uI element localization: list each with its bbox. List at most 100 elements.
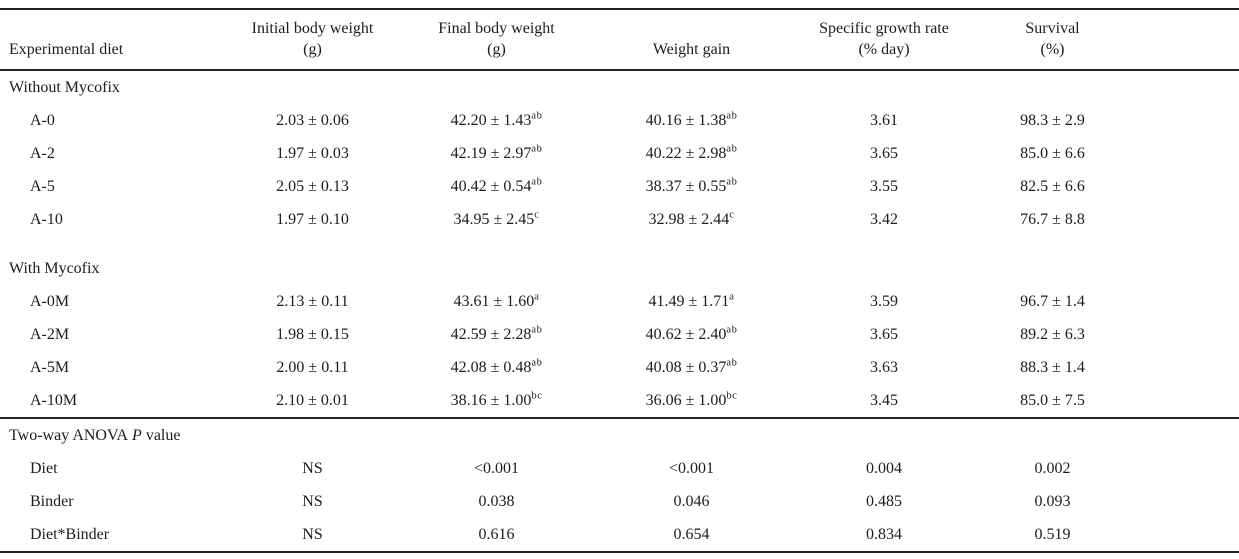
italic-p: P [132,426,142,444]
cell-diet: A-0 [30,111,55,129]
cell-p-initial: NS [302,492,323,510]
significance-superscript: ab [726,324,738,336]
table-body: Without Mycofix A-0 2.03 ± 0.06 42.20 ± … [0,70,1239,552]
cell-final-body-weight: 42.59 ± 2.28ab [450,324,543,343]
cell-anova-factor: Binder [30,492,74,510]
cell-survival: 98.3 ± 2.9 [1020,111,1085,129]
cell-weight-gain: 40.62 ± 2.40ab [645,324,738,343]
cell-p-final: 0.038 [478,492,515,510]
table-row: A-0 2.03 ± 0.06 42.20 ± 1.43ab 40.16 ± 1… [0,104,1239,137]
cell-final-body-weight: 42.19 ± 2.97ab [450,143,543,162]
cell-initial-body-weight: 2.10 ± 0.01 [276,391,349,409]
cell-p-gain: 0.654 [673,525,710,543]
cell-diet: A-2 [30,144,55,162]
section-title: With Mycofix [9,259,100,277]
cell-weight-gain: 40.08 ± 0.37ab [645,357,738,376]
significance-superscript: c [729,209,735,221]
cell-specific-growth-rate: 3.65 [870,325,898,343]
cell-initial-body-weight: 2.03 ± 0.06 [276,111,349,129]
significance-superscript: ab [726,176,738,188]
table-row: Diet NS <0.001 <0.001 0.004 0.002 [0,452,1239,485]
cell-final-body-weight: 40.42 ± 0.54ab [450,176,543,195]
cell-p-survival: 0.093 [1034,492,1071,510]
cell-final-body-weight: 38.16 ± 1.00bc [450,390,543,409]
significance-superscript: ab [531,176,543,188]
significance-superscript: ab [726,357,738,369]
significance-superscript: ab [531,110,543,122]
cell-specific-growth-rate: 3.45 [870,391,898,409]
section-title: Without Mycofix [9,78,120,96]
cell-initial-body-weight: 2.05 ± 0.13 [276,177,349,195]
table-row: A-5 2.05 ± 0.13 40.42 ± 0.54ab 38.37 ± 0… [0,170,1239,203]
significance-superscript: bc [726,390,738,402]
cell-final-body-weight: 34.95 ± 2.45c [453,209,540,228]
table-row: Binder NS 0.038 0.046 0.485 0.093 [0,485,1239,518]
col-header-survival: Survival (%) [978,9,1239,71]
cell-weight-gain: 41.49 ± 1.71a [648,291,735,310]
section-row-with-mycofix: With Mycofix [0,236,1239,285]
cell-p-initial: NS [302,459,323,477]
cell-diet: A-0M [30,292,70,310]
table-header: Experimental diet Initial body weight (g)… [0,9,1239,71]
cell-p-initial: NS [302,525,323,543]
cell-p-survival: 0.519 [1034,525,1071,543]
cell-specific-growth-rate: 3.42 [870,210,898,228]
col-header-weight-gain: Weight gain [593,9,790,71]
cell-survival: 96.7 ± 1.4 [1020,292,1085,310]
cell-weight-gain: 38.37 ± 0.55ab [645,176,738,195]
col-header-experimental-diet: Experimental diet [0,9,225,71]
table-row: A-10M 2.10 ± 0.01 38.16 ± 1.00bc 36.06 ±… [0,384,1239,418]
cell-initial-body-weight: 1.98 ± 0.15 [276,325,349,343]
cell-p-gain: 0.046 [673,492,710,510]
cell-diet: A-2M [30,325,70,343]
cell-survival: 76.7 ± 8.8 [1020,210,1085,228]
col-header-specific-growth-rate: Specific growth rate (% day) [790,9,978,71]
cell-weight-gain: 32.98 ± 2.44c [648,209,735,228]
cell-weight-gain: 36.06 ± 1.00bc [645,390,738,409]
significance-superscript: ab [531,143,543,155]
table-row: A-2M 1.98 ± 0.15 42.59 ± 2.28ab 40.62 ± … [0,318,1239,351]
cell-initial-body-weight: 1.97 ± 0.10 [276,210,349,228]
cell-survival: 85.0 ± 6.6 [1020,144,1085,162]
cell-weight-gain: 40.16 ± 1.38ab [645,110,738,129]
table-row: A-10 1.97 ± 0.10 34.95 ± 2.45c 32.98 ± 2… [0,203,1239,236]
cell-p-final: 0.616 [478,525,515,543]
cell-final-body-weight: 42.20 ± 1.43ab [450,110,543,129]
significance-superscript: ab [726,110,738,122]
header-row: Experimental diet Initial body weight (g)… [0,9,1239,71]
cell-specific-growth-rate: 3.63 [870,358,898,376]
cell-survival: 82.5 ± 6.6 [1020,177,1085,195]
significance-superscript: ab [531,324,543,336]
cell-anova-factor: Diet*Binder [30,525,110,543]
cell-anova-factor: Diet [30,459,58,477]
cell-diet: A-10 [30,210,63,228]
cell-diet: A-10M [30,391,78,409]
table-row: A-0M 2.13 ± 0.11 43.61 ± 1.60a 41.49 ± 1… [0,285,1239,318]
table-row: A-5M 2.00 ± 0.11 42.08 ± 0.48ab 40.08 ± … [0,351,1239,384]
cell-p-survival: 0.002 [1034,459,1071,477]
results-table: Experimental diet Initial body weight (g)… [0,8,1239,553]
cell-survival: 88.3 ± 1.4 [1020,358,1085,376]
col-header-final-body-weight: Final body weight (g) [400,9,593,71]
significance-superscript: bc [531,390,543,402]
cell-specific-growth-rate: 3.61 [870,111,898,129]
significance-superscript: a [534,291,540,303]
cell-p-sgr: 0.485 [866,492,902,510]
cell-specific-growth-rate: 3.55 [870,177,898,195]
cell-p-final: <0.001 [473,459,520,477]
cell-weight-gain: 40.22 ± 2.98ab [645,143,738,162]
table-row: A-2 1.97 ± 0.03 42.19 ± 2.97ab 40.22 ± 2… [0,137,1239,170]
table-row: Diet*Binder NS 0.616 0.654 0.834 0.519 [0,518,1239,552]
cell-survival: 89.2 ± 6.3 [1020,325,1085,343]
cell-p-sgr: 0.004 [866,459,902,477]
cell-final-body-weight: 42.08 ± 0.48ab [450,357,543,376]
cell-initial-body-weight: 1.97 ± 0.03 [276,144,349,162]
cell-initial-body-weight: 2.13 ± 0.11 [276,292,349,310]
significance-superscript: ab [726,143,738,155]
cell-p-gain: <0.001 [668,459,715,477]
section-row-without-mycofix: Without Mycofix [0,70,1239,104]
cell-initial-body-weight: 2.00 ± 0.11 [276,358,349,376]
cell-diet: A-5 [30,177,55,195]
significance-superscript: c [534,209,540,221]
significance-superscript: a [729,291,735,303]
